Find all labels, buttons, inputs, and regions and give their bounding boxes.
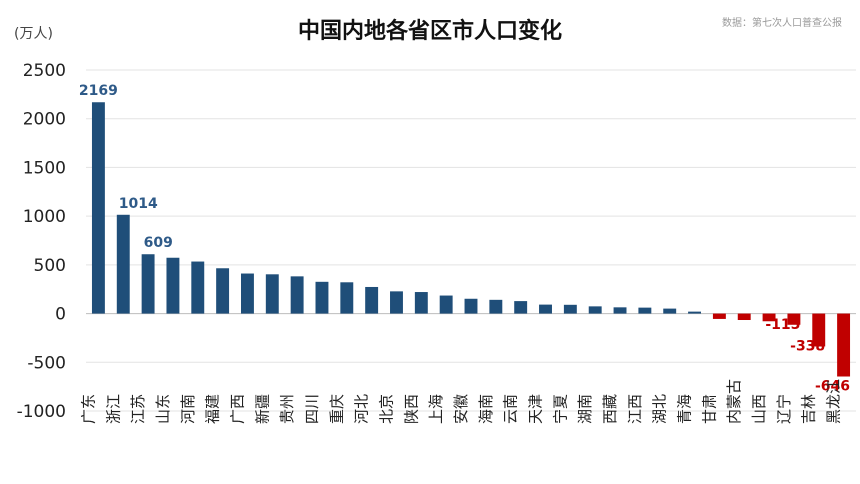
chart-title: 中国内地各省区市人口变化 (298, 18, 562, 44)
x-tick-label: 贵州 (278, 394, 296, 424)
bar (116, 214, 130, 314)
bar (390, 291, 403, 314)
x-tick-label: 海南 (477, 394, 495, 424)
x-tick-label: 湖南 (576, 394, 594, 424)
bar (166, 257, 180, 314)
bar (563, 304, 577, 314)
y-axis-unit: (万人) (14, 26, 53, 42)
bar (191, 261, 205, 314)
bar (712, 313, 726, 319)
bar (688, 311, 702, 314)
bar (638, 307, 652, 314)
y-tick-label: 500 (34, 256, 66, 276)
data-source-note: 数据：第七次人口普查公报 (722, 16, 842, 29)
x-tick-label: 辽宁 (775, 394, 793, 424)
x-tick-label: 江苏 (129, 394, 147, 424)
bar (762, 313, 776, 322)
grid-lines (86, 69, 856, 412)
x-tick-label: 重庆 (328, 394, 346, 424)
x-tick-label: 上海 (427, 394, 445, 424)
x-tick-label: 陕西 (402, 394, 420, 424)
x-tick-label: 青海 (676, 394, 694, 424)
x-tick-label: 山东 (154, 394, 172, 424)
data-label: 2169 (79, 83, 118, 99)
y-tick-label: 1000 (23, 207, 66, 227)
x-tick-label: 新疆 (253, 394, 271, 424)
bar (663, 308, 677, 314)
bar (787, 313, 801, 325)
x-tick-label: 吉林 (800, 394, 818, 424)
data-label: -338 (790, 339, 825, 355)
x-tick-label: 山西 (750, 394, 768, 424)
bar (812, 313, 826, 347)
x-axis-ticks: 广东 浙江 江苏 山东 河南 福建 广西 新疆 贵州 四川 重庆 河北 北京 陕西 上海 安徽 海南 云南 天津 宁夏… (79, 379, 842, 424)
bar (414, 292, 428, 314)
y-tick-label: 0 (55, 305, 66, 325)
bar (539, 304, 552, 314)
bar (489, 299, 503, 314)
data-labels: 2169 1014 609 -115 -338 -646 (79, 83, 850, 394)
x-tick-label: 福建 (204, 394, 222, 424)
bar (340, 282, 354, 314)
y-tick-label: 2500 (23, 61, 66, 81)
x-tick-label: 湖北 (651, 394, 669, 424)
x-tick-label: 河北 (353, 394, 371, 424)
bar (514, 301, 528, 314)
data-label: 609 (144, 235, 173, 251)
x-tick-label: 西藏 (601, 394, 619, 424)
y-tick-label: 1500 (23, 158, 66, 178)
x-tick-label: 宁夏 (551, 394, 569, 424)
x-tick-label: 天津 (527, 394, 545, 424)
x-tick-label: 云南 (502, 394, 520, 424)
x-tick-label: 内蒙古 (725, 379, 743, 424)
x-tick-label: 广西 (228, 394, 246, 424)
x-tick-label: 安徽 (452, 394, 470, 424)
bar (365, 286, 379, 314)
x-tick-label: 北京 (377, 394, 395, 424)
bar (141, 254, 155, 314)
bar (265, 274, 279, 314)
x-tick-label: 江西 (626, 394, 644, 424)
bar (464, 298, 478, 314)
x-tick-label: 河南 (179, 394, 197, 424)
x-tick-label: 甘肃 (700, 394, 718, 424)
bar (837, 313, 851, 377)
bar (737, 313, 751, 321)
y-tick-label: -500 (27, 353, 66, 373)
bar (91, 102, 105, 314)
x-tick-label: 黑龙江 (825, 379, 843, 424)
bar (588, 306, 602, 314)
bar (216, 268, 230, 314)
data-label: -646 (815, 379, 850, 395)
data-label: 1014 (119, 196, 158, 212)
x-tick-label: 广东 (79, 394, 97, 424)
bars (91, 102, 851, 377)
data-label: -115 (765, 317, 800, 333)
y-tick-label: 2000 (23, 110, 66, 130)
x-tick-label: 四川 (303, 394, 321, 424)
y-axis-ticks: 2500 2000 1500 1000 500 0 -500 -1000 (17, 61, 66, 422)
bar (240, 273, 254, 314)
y-tick-label: -1000 (17, 402, 66, 422)
bar (290, 276, 304, 314)
bar (315, 281, 329, 314)
x-tick-label: 浙江 (104, 394, 122, 424)
bar (439, 295, 453, 314)
bar (613, 307, 627, 314)
